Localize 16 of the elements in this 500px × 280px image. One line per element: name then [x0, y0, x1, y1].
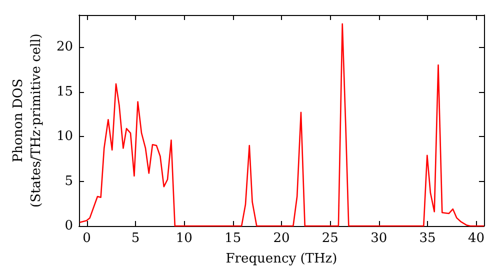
- y-tick-label: 15: [56, 84, 73, 100]
- x-tick-label: 20: [273, 231, 290, 246]
- x-tick-label: 35: [419, 231, 436, 246]
- x-axis-title: Frequency (THz): [226, 252, 338, 266]
- x-tick-label: 40: [468, 231, 484, 246]
- y-tick-label: 20: [56, 40, 73, 55]
- y-tick-label: 10: [56, 129, 73, 144]
- x-tick-label: 15: [224, 231, 242, 246]
- x-tick-label: 10: [176, 231, 192, 246]
- y-tick-label: 0: [64, 218, 73, 234]
- x-tick-label: 30: [370, 231, 388, 246]
- x-tick-label: 0: [82, 231, 91, 246]
- x-tick-label: 5: [131, 231, 140, 246]
- y-tick-label: 5: [64, 174, 73, 189]
- x-tick-label: 25: [322, 231, 338, 246]
- y-axis-title: Phonon DOS (States/THz·primitive cell): [11, 33, 44, 208]
